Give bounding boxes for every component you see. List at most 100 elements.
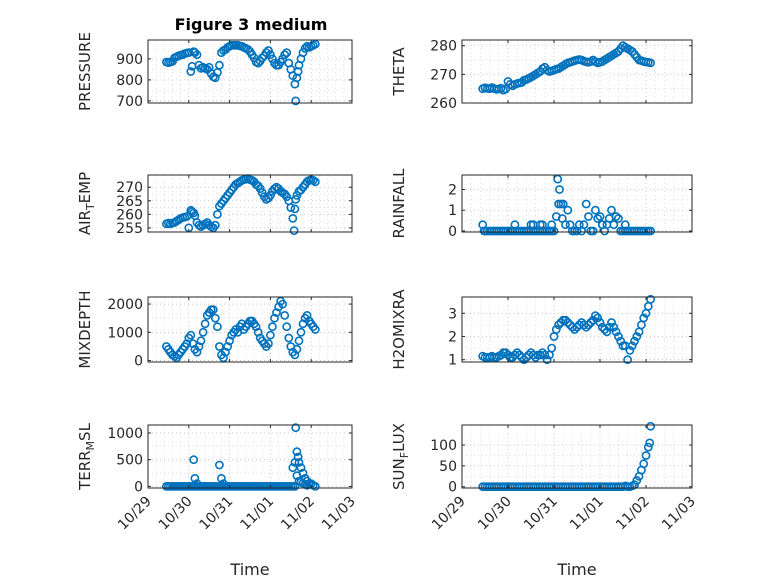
data-point <box>272 308 281 317</box>
data-point <box>294 336 304 346</box>
y-tick-label: 2000 <box>107 297 143 313</box>
data-point <box>291 96 301 106</box>
data-point <box>270 313 279 323</box>
subplot-terr-msl: 10/29 10/30 10/31 11/01 11/02 11/03 0 500 1000 TE… <box>76 422 359 579</box>
data-point <box>294 457 304 467</box>
y-axis-label: RAINFALL <box>390 168 408 239</box>
data-point <box>289 226 299 235</box>
y-tick-label: 265 <box>116 194 143 210</box>
y-tick-label: 1 <box>448 353 457 369</box>
data-point <box>547 343 557 353</box>
data-point <box>214 460 224 470</box>
data-point <box>597 220 607 230</box>
data-point <box>282 322 292 332</box>
data-point <box>216 473 226 483</box>
data-point <box>600 325 609 334</box>
data-point <box>267 54 277 64</box>
data-point <box>310 177 320 187</box>
data-point <box>310 39 320 49</box>
axes-box <box>147 39 353 104</box>
data-point <box>538 220 547 230</box>
data-point <box>214 342 224 351</box>
data-point <box>257 53 267 63</box>
data-point <box>265 190 275 200</box>
data-point <box>614 332 623 341</box>
y-tick-label: 0 <box>448 480 457 496</box>
data-point <box>593 214 603 223</box>
data-point <box>512 348 522 358</box>
axes-box <box>147 296 353 363</box>
data-point <box>620 220 630 230</box>
data-point <box>190 48 200 57</box>
data-point <box>223 342 232 351</box>
y-axis-label: SUNFLUX <box>390 423 411 490</box>
x-tick-label: 11/03 <box>659 494 699 534</box>
y-axis-label: H2OMIXRA <box>390 289 408 370</box>
data-point <box>632 332 642 341</box>
y-tick-label: 260 <box>430 96 457 112</box>
data-point <box>570 325 580 334</box>
data-point <box>540 350 550 360</box>
data-point <box>547 220 557 230</box>
data-point <box>614 214 623 223</box>
data-point <box>591 205 600 215</box>
data-point <box>212 209 222 219</box>
y-tick-label: 270 <box>116 180 143 196</box>
data-point <box>607 205 616 215</box>
data-point <box>210 73 220 83</box>
data-point <box>611 212 621 221</box>
y-tick-label: 100 <box>430 438 457 454</box>
axes-box <box>461 296 693 363</box>
x-tick-label: 11/01 <box>237 494 277 534</box>
y-tick-label: 3 <box>448 306 457 322</box>
data-point <box>496 83 506 93</box>
data-point <box>641 451 651 460</box>
data-point <box>296 463 306 473</box>
data-point <box>510 220 520 230</box>
x-tick-label: 10/31 <box>197 494 237 534</box>
data-point <box>221 347 230 357</box>
subplot-mixdepth: 0 1000 2000 MIXDEPTH <box>76 290 353 370</box>
data-point <box>290 350 300 360</box>
data-point <box>561 220 570 230</box>
data-point <box>280 310 290 320</box>
data-point <box>288 463 298 473</box>
data-point <box>581 322 591 332</box>
data-point <box>581 199 591 209</box>
data-point <box>182 212 192 221</box>
y-tick-label: 270 <box>430 67 457 83</box>
data-point <box>611 327 621 337</box>
data-point <box>192 50 202 60</box>
data-point <box>561 315 570 325</box>
data-point <box>646 421 655 431</box>
x-tick-label: 11/01 <box>567 494 607 534</box>
data-point <box>563 205 573 215</box>
data-point <box>292 471 302 481</box>
data-point <box>639 313 649 323</box>
data-point <box>182 339 192 348</box>
data-point <box>591 311 600 320</box>
data-point <box>290 481 300 491</box>
x-axis-label: Time <box>556 560 596 579</box>
data-point <box>554 320 563 330</box>
data-point <box>501 84 511 94</box>
subplot-sun-flux: 10/29 10/30 10/31 11/01 11/02 11/03 0 50 100 SUNF… <box>390 421 699 579</box>
y-tick-label: 0 <box>134 354 143 370</box>
data-point <box>602 327 612 337</box>
x-tick-label: 10/29 <box>429 494 469 534</box>
x-tick-label: 10/30 <box>475 494 515 534</box>
data-point <box>184 48 194 57</box>
data-point <box>558 199 568 209</box>
data-point <box>219 353 228 363</box>
data-point <box>198 327 208 337</box>
axes-box <box>461 174 693 233</box>
data-point <box>645 438 655 448</box>
data-point <box>192 479 202 489</box>
data-point <box>186 67 196 76</box>
data-point <box>278 54 287 64</box>
data-point <box>251 322 261 332</box>
axes-box <box>147 424 353 489</box>
data-point <box>200 319 210 329</box>
y-tick-label: 260 <box>116 207 143 223</box>
data-point <box>551 325 561 334</box>
